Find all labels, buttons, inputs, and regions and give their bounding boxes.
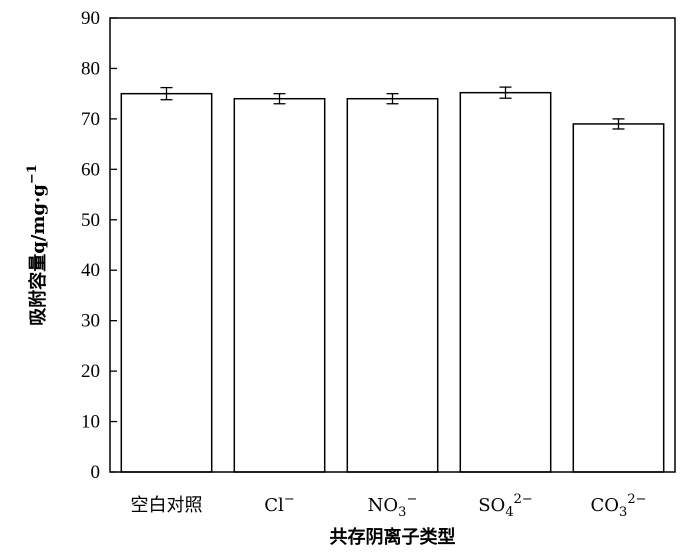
- x-category-label: NO3−: [368, 492, 418, 520]
- bar: [233, 97, 326, 473]
- y-tick-label: 90: [81, 8, 100, 29]
- y-tick-label: 10: [81, 412, 100, 433]
- y-axis-title: 吸附容量q/mg·g−1: [25, 164, 49, 326]
- bar: [346, 97, 439, 473]
- y-axis-ticks: 0 10 20 30 40 50 60 70 80 90: [81, 8, 117, 483]
- bar: [120, 92, 213, 473]
- y-tick-label: 80: [81, 58, 100, 79]
- x-axis-title: 共存阴离子类型: [330, 526, 456, 548]
- error-bars-layer: [160, 86, 625, 130]
- y-tick-label: 30: [81, 311, 100, 332]
- category-base: 空白对照: [131, 495, 203, 516]
- category-superscript: 2−: [514, 492, 533, 507]
- y-tick-label: 40: [81, 260, 100, 281]
- x-category-label: SO42−: [478, 492, 533, 520]
- category-base: SO: [478, 495, 505, 516]
- bar: [572, 123, 665, 473]
- y-tick-label: 60: [81, 159, 100, 180]
- plot-area-frame: [109, 17, 676, 473]
- y-tick-label: 20: [81, 361, 100, 382]
- y-tick-label: 70: [81, 109, 100, 130]
- x-category-label: 空白对照: [131, 495, 203, 516]
- y-tick-label: 0: [91, 462, 101, 483]
- category-base: Cl: [264, 495, 284, 516]
- bars-layer: [120, 91, 665, 473]
- category-base: NO: [368, 495, 399, 516]
- x-category-label: CO32−: [591, 492, 647, 520]
- y-axis-title-main: 吸附容量q/mg·g: [27, 184, 49, 326]
- x-axis-category-labels: 空白对照 Cl− NO3− SO42− CO32−: [131, 492, 647, 520]
- category-subscript: 3: [619, 505, 627, 520]
- category-base: CO: [591, 495, 620, 516]
- y-axis-title-exponent: −1: [25, 164, 40, 184]
- category-subscript: 4: [505, 505, 513, 520]
- y-tick-label: 50: [81, 210, 100, 231]
- category-superscript: −: [406, 492, 417, 507]
- x-category-label: Cl−: [264, 492, 294, 516]
- bar: [459, 91, 552, 473]
- category-superscript: −: [284, 492, 295, 507]
- category-superscript: 2−: [627, 492, 646, 507]
- category-subscript: 3: [398, 505, 406, 520]
